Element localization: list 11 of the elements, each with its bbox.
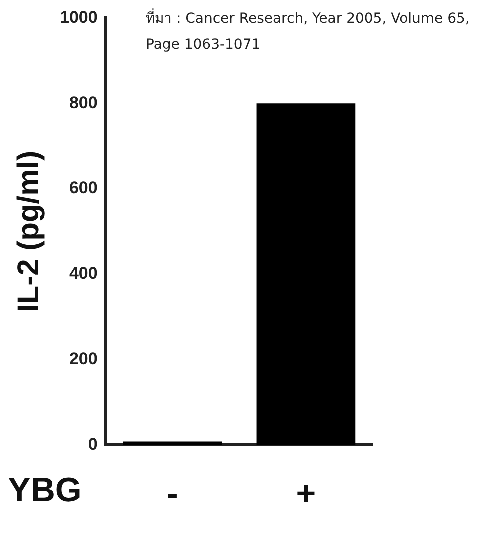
y-tick-label: 600 bbox=[69, 178, 98, 198]
y-tick-label: 1000 bbox=[60, 8, 98, 27]
y-tick-label: 200 bbox=[69, 349, 98, 368]
x-tick-label: + bbox=[296, 474, 316, 513]
y-tick-label: 400 bbox=[69, 264, 98, 284]
y-tick-label: 0 bbox=[88, 434, 98, 454]
annotation: ที่มา : Cancer Research, Year 2005, Volume 65, Page 1063-1071 bbox=[146, 8, 471, 55]
y-axis-title: IL-2 (pg/ml) bbox=[12, 150, 46, 313]
x-axis-title: YBG bbox=[8, 472, 82, 510]
x-tick-label: - bbox=[166, 474, 178, 513]
y-tick-label: 800 bbox=[69, 93, 98, 112]
